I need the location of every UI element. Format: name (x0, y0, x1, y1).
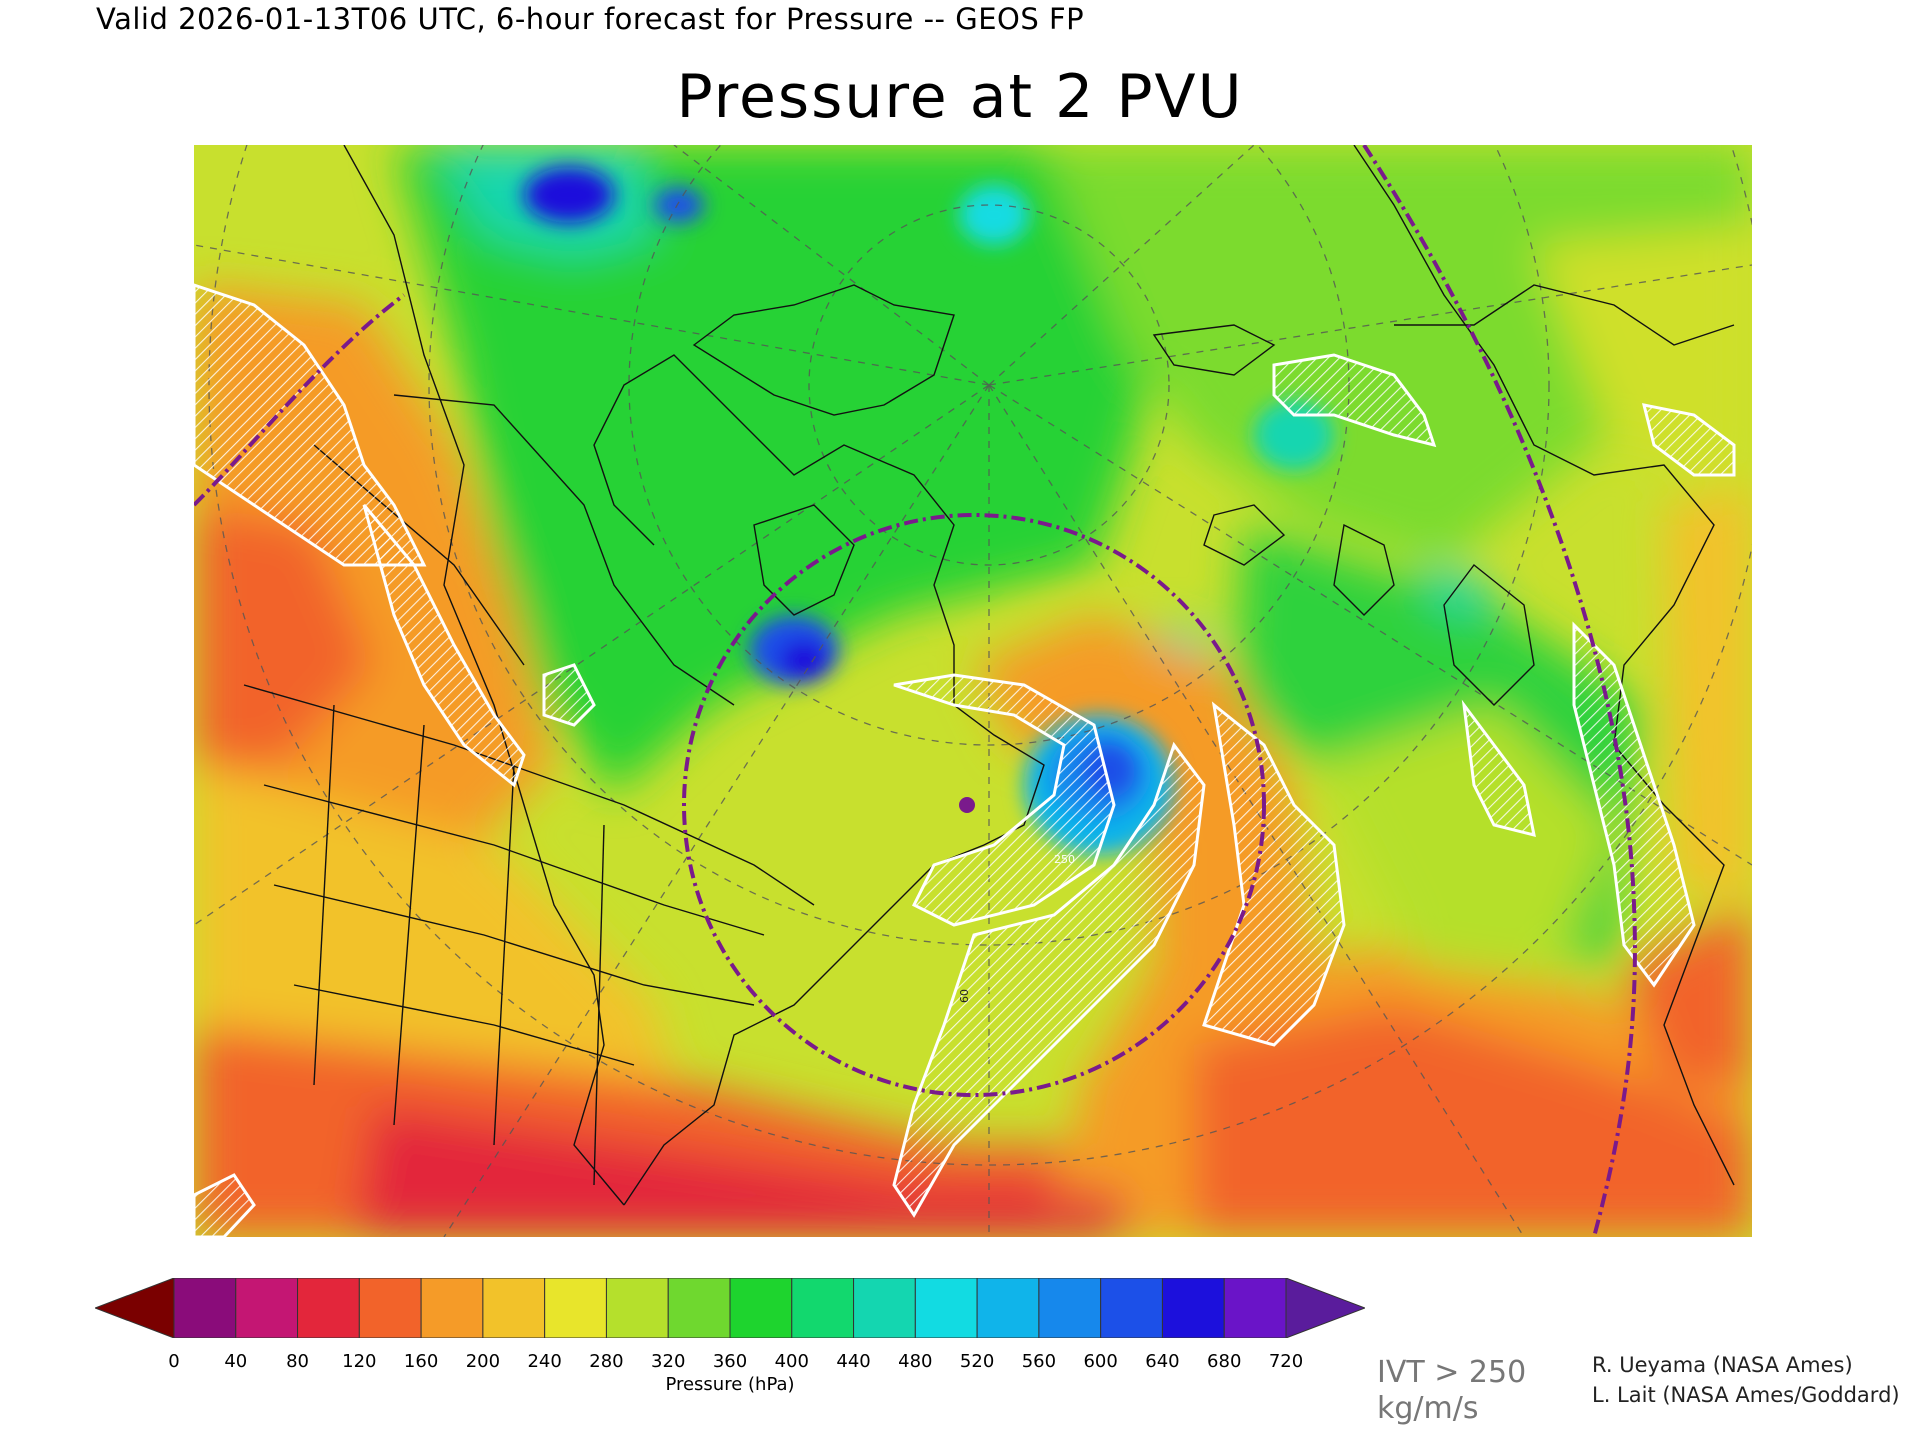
colorbar-tick-label: 0 (168, 1351, 180, 1372)
colorbar-tick-label: 160 (403, 1351, 439, 1372)
ivt-threshold: IVT > 250 (1377, 1355, 1527, 1390)
colorbar-tick-label: 120 (342, 1351, 377, 1372)
meridian-label: 60 (958, 989, 971, 1003)
credit-line-1: R. Ueyama (NASA Ames) (1592, 1353, 1853, 1377)
colorbar-swatch (1223, 1278, 1287, 1338)
ivt-hatched-regions (194, 283, 1736, 1237)
credit-line-2: L. Lait (NASA Ames/Goddard) (1592, 1383, 1900, 1407)
colorbar-swatch (358, 1278, 422, 1338)
pressure-colorbar (95, 1278, 1365, 1338)
colorbar-swatch (976, 1278, 1040, 1338)
ivt-units: kg/m/s (1377, 1391, 1479, 1426)
colorbar-tick-label: 240 (527, 1351, 562, 1372)
colorbar-tick-label: 480 (898, 1351, 933, 1372)
colorbar-low-extend (95, 1278, 175, 1338)
colorbar-tick-label: 720 (1268, 1351, 1304, 1372)
colorbar-swatch (482, 1278, 546, 1338)
location-marker (959, 797, 975, 813)
colorbar-swatch (297, 1278, 360, 1338)
colorbar-swatch (667, 1278, 731, 1338)
colorbar-high-extend (1285, 1278, 1365, 1338)
colorbar-tick-label: 80 (286, 1351, 309, 1372)
colorbar-swatch (173, 1278, 237, 1338)
range-circles (194, 145, 1637, 1237)
colorbar-swatch (1100, 1278, 1163, 1338)
colorbar-label: Pressure (hPa) (665, 1374, 795, 1395)
credits: R. Ueyama (NASA Ames) L. Lait (NASA Ames… (1592, 1350, 1900, 1410)
colorbar-tick-label: 360 (712, 1351, 748, 1372)
colorbar-swatch (544, 1278, 607, 1338)
forecast-valid-line: Valid 2026-01-13T06 UTC, 6-hour forecast… (96, 2, 1085, 36)
contour-label: 250 (1054, 853, 1075, 866)
colorbar-swatch (853, 1278, 916, 1338)
colorbar-tick-label: 560 (1021, 1351, 1057, 1372)
colorbar-tick-label: 640 (1145, 1351, 1180, 1372)
colorbar-swatch (235, 1278, 299, 1338)
colorbar-ticks: 0 40 80 120 160 200 240 280 320 360 400 440 480 520 56… (0, 1351, 1400, 1375)
pressure-map: 60 250 (194, 145, 1752, 1237)
colorbar-swatch (420, 1278, 484, 1338)
colorbar-tick-label: 600 (1083, 1351, 1118, 1372)
map-title: Pressure at 2 PVU (676, 62, 1244, 132)
colorbar-tick-label: 280 (589, 1351, 624, 1372)
colorbar-swatch (1161, 1278, 1225, 1338)
colorbar-tick-label: 320 (651, 1351, 686, 1372)
colorbar-swatch (605, 1278, 669, 1338)
colorbar-swatch (1038, 1278, 1102, 1338)
ivt-legend-note: IVT > 250 kg/m/s (1377, 1355, 1577, 1427)
colorbar-swatch (914, 1278, 978, 1338)
colorbar-tick-label: 400 (774, 1351, 809, 1372)
colorbar-tick-label: 520 (959, 1351, 995, 1372)
colorbar-tick-label: 200 (465, 1351, 501, 1372)
colorbar-tick-label: 440 (836, 1351, 871, 1372)
colorbar-tick-label: 680 (1207, 1351, 1242, 1372)
colorbar-tick-label: 40 (224, 1351, 248, 1372)
colorbar-swatch (729, 1278, 793, 1338)
colorbar-swatch (791, 1278, 855, 1338)
